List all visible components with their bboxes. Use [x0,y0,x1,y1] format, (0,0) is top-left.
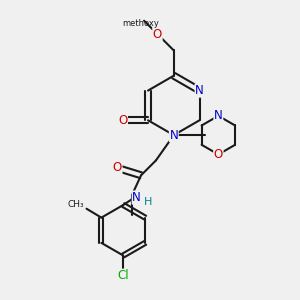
Text: methoxy: methoxy [123,19,160,28]
Text: N: N [169,129,178,142]
Text: N: N [214,109,223,122]
Text: CH₃: CH₃ [68,200,84,209]
Text: O: O [118,114,128,127]
Text: O: O [113,161,122,174]
Text: Cl: Cl [117,269,129,282]
Text: N: N [195,84,204,97]
Text: O: O [214,148,223,161]
Text: O: O [153,28,162,40]
Text: H: H [143,197,152,207]
Text: N: N [132,191,141,204]
